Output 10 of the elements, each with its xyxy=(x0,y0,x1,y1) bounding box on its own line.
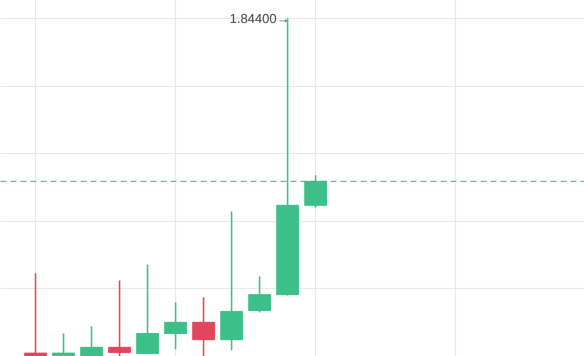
candlestick xyxy=(248,276,272,314)
candlestick xyxy=(108,280,131,356)
candlestick xyxy=(192,296,215,356)
candlestick xyxy=(52,332,75,356)
candlestick xyxy=(24,272,47,356)
candlestick xyxy=(304,174,328,208)
candlestick xyxy=(80,326,103,356)
candlestick xyxy=(136,264,159,354)
candlestick xyxy=(164,302,187,350)
annotation: 1.84400→ xyxy=(230,10,290,26)
